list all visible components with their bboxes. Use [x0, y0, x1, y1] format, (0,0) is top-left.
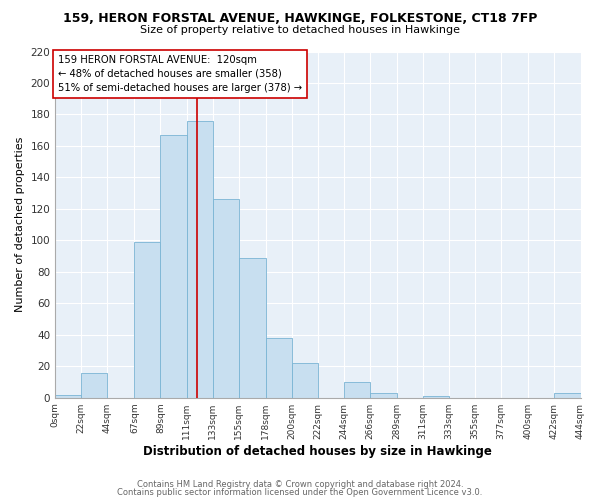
- Bar: [292, 363, 318, 398]
- Bar: [423, 396, 449, 398]
- Bar: [134, 242, 160, 398]
- Bar: [266, 338, 292, 398]
- Bar: [160, 135, 187, 398]
- Text: Contains public sector information licensed under the Open Government Licence v3: Contains public sector information licen…: [118, 488, 482, 497]
- Bar: [81, 372, 107, 398]
- Y-axis label: Number of detached properties: Number of detached properties: [15, 137, 25, 312]
- X-axis label: Distribution of detached houses by size in Hawkinge: Distribution of detached houses by size …: [143, 444, 492, 458]
- Text: 159, HERON FORSTAL AVENUE, HAWKINGE, FOLKESTONE, CT18 7FP: 159, HERON FORSTAL AVENUE, HAWKINGE, FOL…: [63, 12, 537, 26]
- Bar: [55, 394, 81, 398]
- Bar: [239, 258, 266, 398]
- Text: Size of property relative to detached houses in Hawkinge: Size of property relative to detached ho…: [140, 25, 460, 35]
- Text: 159 HERON FORSTAL AVENUE:  120sqm
← 48% of detached houses are smaller (358)
51%: 159 HERON FORSTAL AVENUE: 120sqm ← 48% o…: [58, 54, 302, 92]
- Bar: [554, 393, 581, 398]
- Bar: [344, 382, 370, 398]
- Bar: [370, 393, 397, 398]
- Text: Contains HM Land Registry data © Crown copyright and database right 2024.: Contains HM Land Registry data © Crown c…: [137, 480, 463, 489]
- Bar: [212, 200, 239, 398]
- Bar: [187, 120, 212, 398]
